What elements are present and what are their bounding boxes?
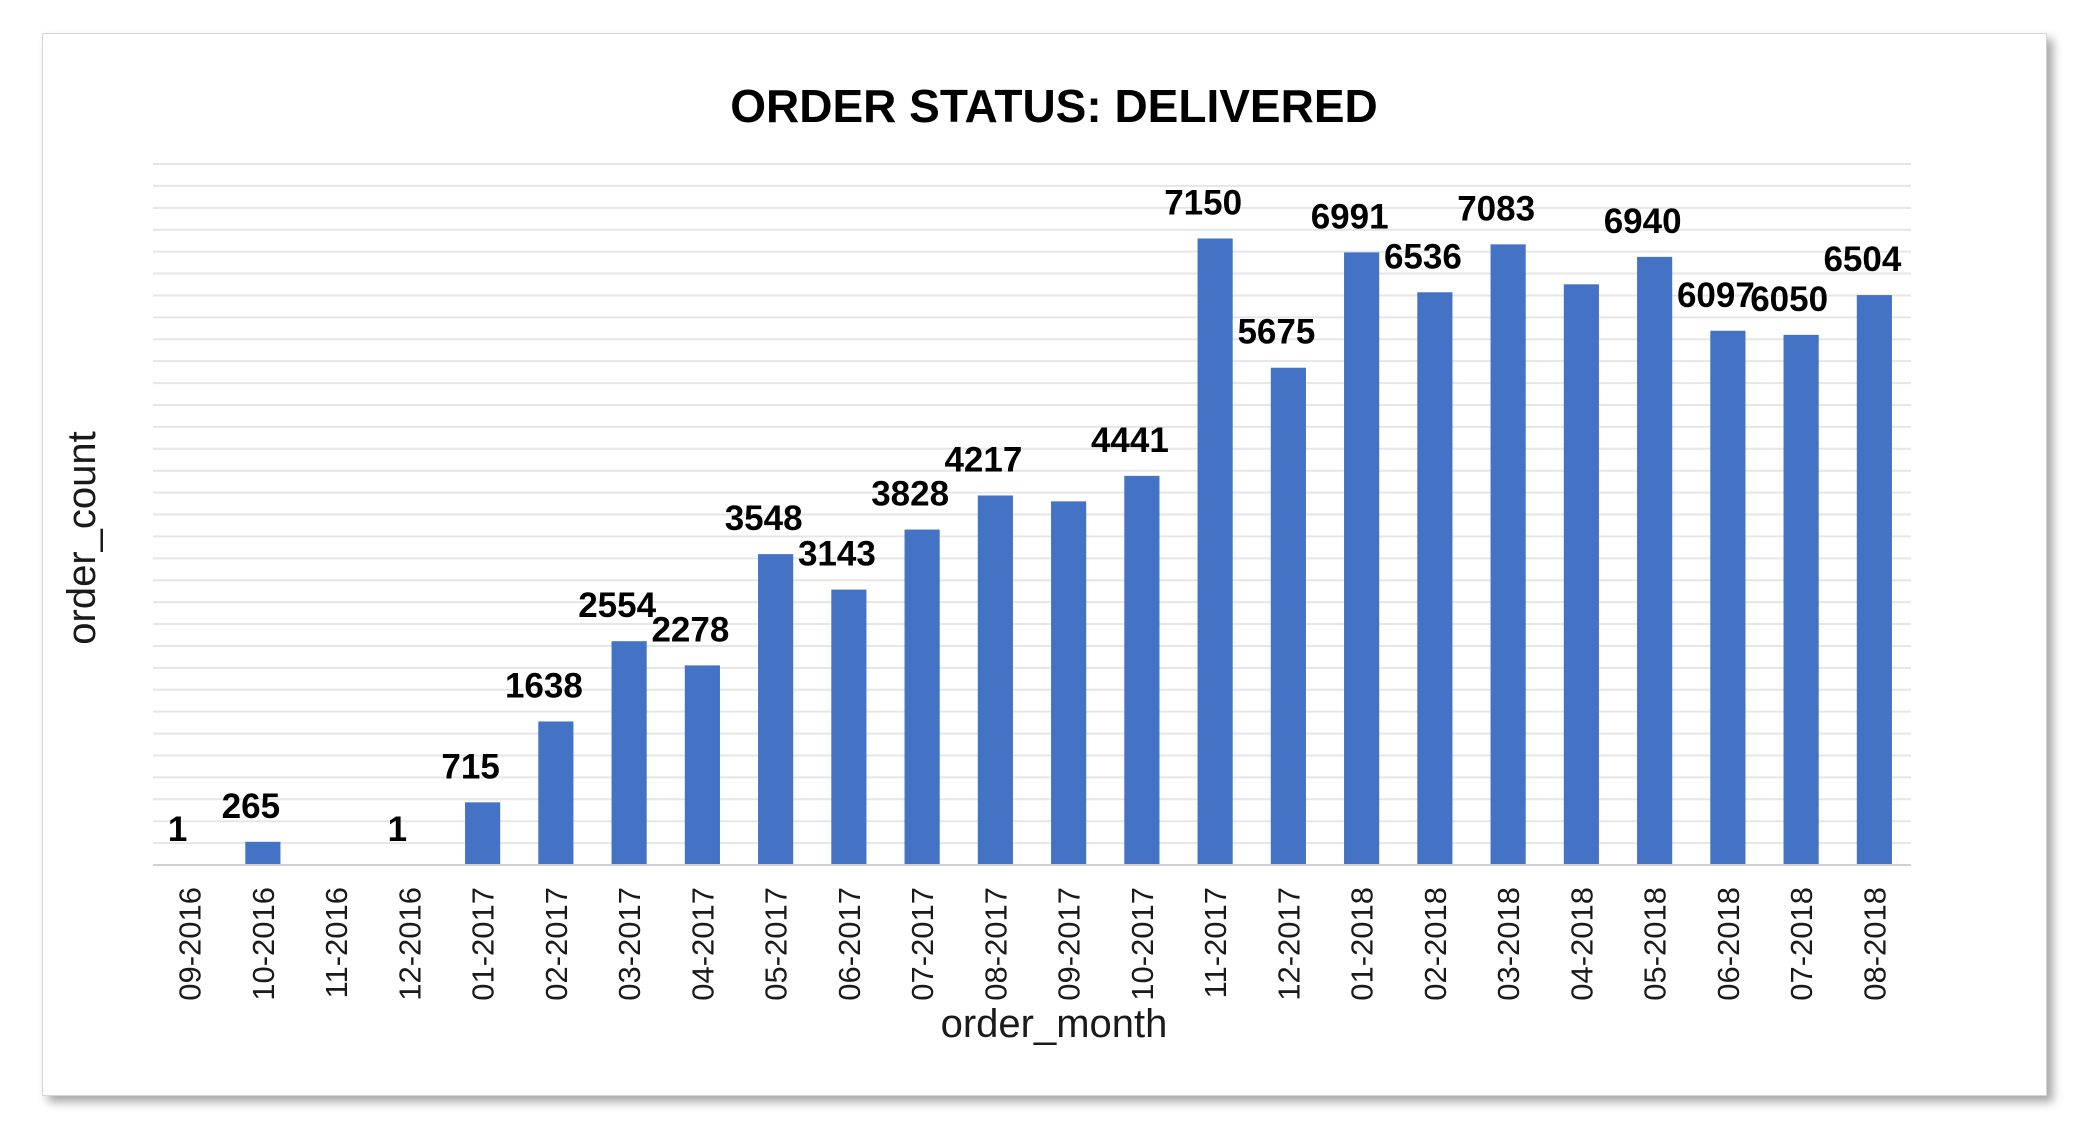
x-tick-03-2018: 03-2018 [1491,887,1526,1001]
x-tick-01-2018: 01-2018 [1345,887,1380,1001]
x-tick-08-2017: 08-2017 [978,887,1013,1001]
data-label-01-2017: 715 [441,747,499,786]
bar-02-2017 [538,721,574,865]
bar-08-2018 [1856,295,1892,865]
x-tick-08-2018: 08-2018 [1857,887,1892,1001]
data-label-05-2017: 3548 [725,499,803,538]
data-label-03-2017: 2554 [578,586,656,625]
bar-09-2017 [1051,501,1087,865]
data-label-12-2017: 5675 [1237,313,1315,352]
chart-title: ORDER STATUS: DELIVERED [730,80,1377,132]
x-tick-02-2017: 02-2017 [539,887,574,1001]
bar-12-2017 [1270,367,1306,865]
data-label-08-2018: 6504 [1823,240,1901,279]
x-tick-02-2018: 02-2018 [1418,887,1453,1001]
x-tick-01-2017: 01-2017 [466,887,501,1001]
bar-03-2018 [1490,244,1526,866]
bar-07-2017 [904,529,940,865]
data-label-06-2018: 6097 [1677,276,1755,315]
bar-04-2017 [684,665,720,865]
x-tick-12-2017: 12-2017 [1271,887,1306,1001]
data-label-03-2018: 7083 [1457,189,1535,228]
chart-frame: ORDER STATUS: DELIVERED 1 265 1 715 1638 2554… [42,33,2047,1096]
x-tick-06-2017: 06-2017 [832,887,867,1001]
data-label-05-2018: 6940 [1604,202,1682,241]
bar-10-2017 [1124,475,1160,865]
bar-05-2017 [758,554,794,865]
x-tick-11-2017: 11-2017 [1198,887,1233,998]
bar-08-2017 [977,495,1013,865]
data-label-02-2017: 1638 [505,666,583,705]
chart-canvas: ORDER STATUS: DELIVERED 1 265 1 715 1638 2554… [60,80,1911,1046]
data-label-04-2017: 2278 [651,610,729,649]
x-tick-09-2017: 09-2017 [1052,887,1087,1001]
bar-03-2017 [611,641,647,865]
x-tick-11-2016: 11-2016 [319,887,354,998]
bar-01-2017 [465,802,501,865]
data-label-09-2016: 1 [168,810,187,849]
x-tick-06-2018: 06-2018 [1711,887,1746,1001]
data-label-07-2017: 3828 [871,475,949,514]
x-tick-07-2018: 07-2018 [1784,887,1819,1001]
bars [172,238,1892,866]
data-label-01-2018: 6991 [1311,197,1389,236]
bar-01-2018 [1344,252,1380,865]
bar-04-2018 [1563,284,1599,865]
x-tick-04-2018: 04-2018 [1564,887,1599,1001]
x-axis-title: order_month [941,1002,1168,1046]
data-label-11-2017: 7150 [1164,183,1242,222]
bar-02-2018 [1417,292,1453,866]
x-tick-10-2016: 10-2016 [246,887,281,1001]
data-label-12-2016: 1 [388,810,407,849]
bar-07-2018 [1783,334,1819,865]
x-tick-07-2017: 07-2017 [905,887,940,1001]
data-label-10-2017: 4441 [1091,421,1169,460]
x-tick-10-2017: 10-2017 [1125,887,1160,1001]
x-tick-09-2016: 09-2016 [173,887,208,1001]
data-label-07-2018: 6050 [1750,280,1828,319]
x-tick-04-2017: 04-2017 [685,887,720,1001]
x-tick-labels: 09-2016 10-2016 11-2016 12-2016 01-2017 02-20… [173,887,1893,1001]
y-axis-title: order_count [60,431,104,644]
bar-05-2018 [1637,256,1673,865]
bar-06-2018 [1710,330,1746,865]
data-label-08-2017: 4217 [944,440,1022,479]
bar-06-2017 [831,589,867,865]
x-tick-05-2017: 05-2017 [759,887,794,1001]
data-label-02-2018: 6536 [1384,237,1462,276]
x-tick-12-2016: 12-2016 [392,887,427,1001]
data-label-06-2017: 3143 [798,535,876,574]
x-tick-03-2017: 03-2017 [612,887,647,1001]
gridlines [153,163,1911,845]
data-label-10-2016: 265 [222,787,280,826]
bar-11-2017 [1197,238,1233,865]
x-tick-05-2018: 05-2018 [1638,887,1673,1001]
bar-10-2016 [245,841,281,865]
